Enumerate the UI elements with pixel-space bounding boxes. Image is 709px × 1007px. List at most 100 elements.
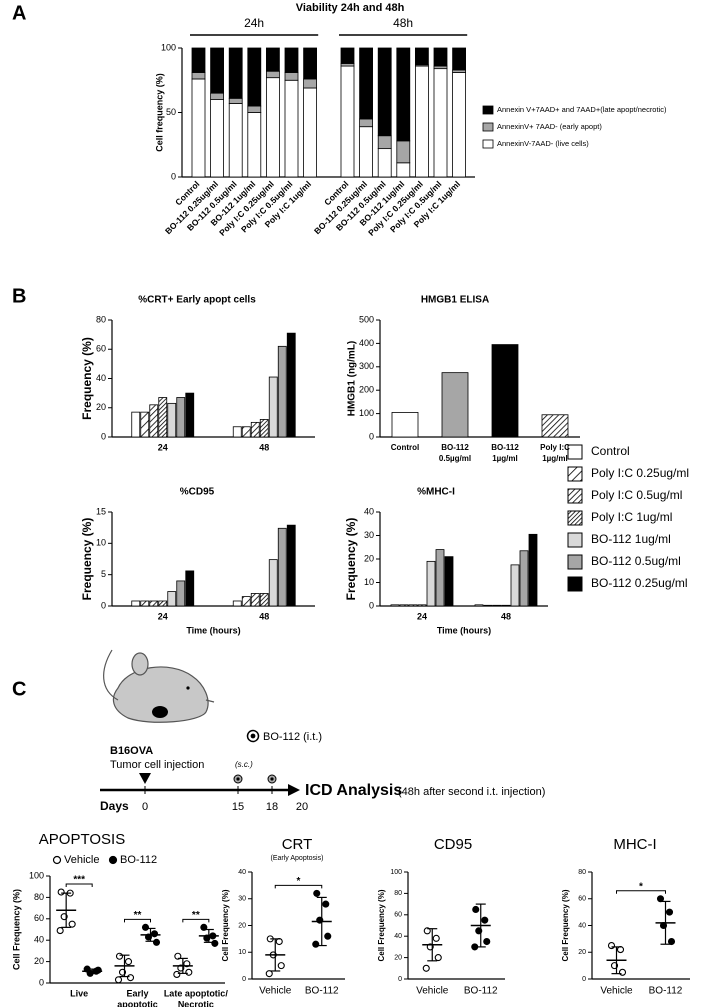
data-point [174,952,182,960]
significance-bracket [124,918,151,923]
bar [491,344,519,438]
x-tick-label: 48 [501,611,511,621]
data-point [607,942,616,950]
day-label: 15 [232,801,244,813]
legend-label: AnnexinV-7AAD- (live cells) [497,139,589,148]
y-axis-label: Cell Frequency (%) [377,889,386,961]
bar [250,421,260,438]
legend-swatch [482,105,494,115]
legend-label: Poly I:C 0.5ug/ml [591,488,682,502]
x-tick-label: Control [391,443,419,452]
bar [149,600,159,607]
bar-segment [210,92,225,101]
data-point [472,905,480,914]
legend-swatch [567,466,583,482]
x-tick-label: BO-112 [441,443,469,452]
significance-bracket [65,883,93,888]
y-tick-label: 0 [171,171,176,181]
bar-segment [433,47,448,67]
bar-segment [340,65,355,178]
legend-label: BO-112 1ug/ml [591,532,671,546]
bar [501,604,511,607]
bar-segment [396,140,411,164]
bar [131,411,141,438]
bar-segment [191,78,206,178]
bar [277,345,287,438]
y-tick-label: 400 [359,338,374,348]
day-label: 0 [142,801,148,813]
bar-segment [377,135,392,150]
bar-segment [210,99,225,178]
bar [541,414,569,438]
injection-route: (s.c.) [235,760,253,769]
y-axis-label: Frequency (%) [80,337,94,420]
x-tick-label: 24 [158,442,168,452]
legend-label: Vehicle [64,854,99,866]
y-tick-label: 100 [359,408,374,418]
x-tick-label: BO-112 [649,986,683,997]
bar-segment [340,47,355,64]
data-point [665,908,674,916]
bar [510,564,520,607]
bar [444,556,454,607]
legend-marker [108,855,118,865]
bar [232,600,242,607]
bar [391,412,419,438]
data-point [124,958,133,966]
x-tick-label: Vehicle [416,986,449,997]
group-label: 48h [393,16,413,30]
legend-label: BO-112 0.5ug/ml [591,554,681,568]
y-axis-label: Cell Frequency (%) [11,889,21,970]
y-tick-label: 40 [578,922,586,929]
significance-bracket [182,918,210,923]
significance-label: * [297,876,301,887]
legend-label: AnnexinV+ 7AAD- (early apopt) [497,122,602,131]
bar-segment [377,148,392,178]
x-tick-label: BO-112 [491,443,519,452]
bar [390,604,400,607]
y-tick-label: 80 [34,892,44,902]
bar [167,591,177,607]
y-tick-label: 60 [394,912,402,919]
legend-label: Control [591,444,630,458]
analysis-label: ICD Analysis [305,782,402,799]
bar [286,332,296,438]
data-point [150,930,159,938]
bar [185,570,195,607]
y-tick-label: 40 [394,933,402,940]
legend-label: Poly I:C 1ug/ml [591,510,672,524]
y-axis-label: Frequency (%) [80,518,94,601]
bar [250,593,260,607]
x-tick-label: Live [70,988,88,998]
bar-segment [396,162,411,178]
y-tick-label: 10 [238,949,246,956]
bar-segment [228,103,243,178]
x-tick-label: apoptotic [117,999,158,1007]
y-tick-label: 30 [364,530,374,540]
legend-swatch [567,532,583,548]
x-tick-label: 0.5µg/ml [439,454,471,463]
legend-label: Annexin V+7AAD+ and 7AAD+(late apopt/nec… [497,105,667,114]
bar [277,527,287,607]
bar-segment [377,47,392,137]
y-tick-label: 0 [582,976,586,983]
bar [241,596,251,607]
y-axis-label: Cell frequency (%) [154,73,164,152]
x-tick-label: Early [126,988,148,998]
data-point [432,934,440,942]
bar [176,397,186,438]
chart-title: %MHC-I [417,487,455,498]
analysis-note: (48h after second i.t. injection) [398,786,545,798]
bar [131,600,141,607]
x-tick-label: 1µg/ml [492,454,518,463]
bar-segment [414,65,429,178]
bar-segment [210,47,225,94]
bar-segment [359,118,374,128]
bar-segment [247,112,262,178]
legend-swatch [567,576,583,592]
y-tick-label: 20 [364,553,374,563]
data-point [422,964,430,972]
cell-line: B16OVA [110,745,153,757]
x-tick-label: Vehicle [600,986,633,997]
